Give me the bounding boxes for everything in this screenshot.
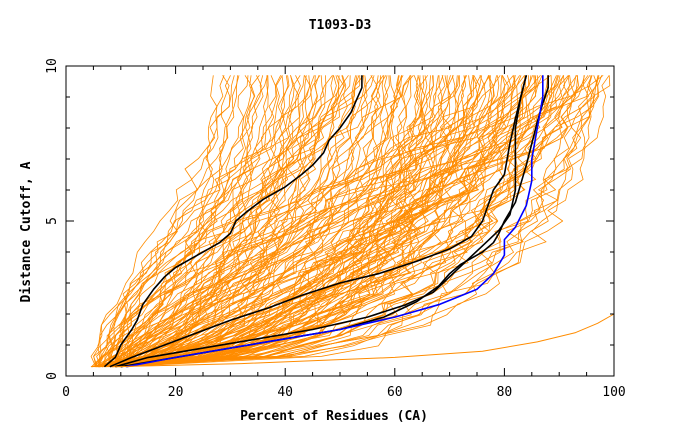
orange-model-line (104, 75, 414, 367)
orange-model-line (104, 75, 356, 368)
plot-lines (90, 74, 615, 368)
orange-model-line (91, 75, 579, 368)
orange-model-line (117, 75, 230, 368)
orange-model-line (125, 75, 301, 368)
orange-model-line (102, 75, 301, 368)
orange-model-line (110, 75, 570, 368)
orange-model-line (124, 75, 589, 368)
series-line-black (109, 75, 528, 368)
orange-model-line (117, 75, 364, 368)
orange-model-line (93, 75, 600, 367)
orange-model-line (119, 75, 238, 367)
orange-model-line (93, 75, 541, 367)
orange-model-line (92, 75, 294, 368)
orange-model-line (108, 75, 311, 367)
orange-model-line (118, 75, 559, 368)
orange-model-line (119, 75, 333, 367)
orange-model-line (121, 75, 240, 367)
orange-model-line (121, 75, 577, 367)
orange-model-line (97, 75, 235, 367)
orange-model-line (114, 75, 375, 367)
orange-model-line (118, 75, 543, 368)
orange-model-line (96, 75, 522, 367)
x-tick-label: 40 (277, 385, 293, 400)
orange-model-line (119, 75, 599, 368)
orange-model-line (100, 75, 565, 367)
y-tick-label: 0 (45, 372, 60, 380)
orange-model-line (122, 75, 460, 367)
y-tick-label: 5 (45, 217, 60, 225)
x-tick-label: 20 (168, 385, 184, 400)
series-line-bulk (115, 304, 615, 368)
orange-model-line (90, 75, 361, 367)
orange-model-line (115, 75, 494, 368)
orange-model-line (105, 75, 360, 367)
orange-model-line (111, 75, 412, 368)
orange-model-line (109, 75, 369, 368)
orange-model-line (119, 75, 539, 367)
orange-model-line (124, 75, 564, 368)
orange-model-line (117, 75, 458, 368)
orange-model-line (105, 75, 249, 367)
orange-model-line (117, 75, 559, 367)
axis-ticks: 0 20 40 60 80 100 0 5 10 (45, 58, 626, 400)
orange-model-line (115, 75, 532, 368)
orange-model-line (114, 75, 255, 368)
orange-model-line (122, 75, 290, 367)
orange-model-line (99, 75, 521, 368)
series-line-blue (126, 75, 544, 368)
orange-model-line (91, 75, 396, 368)
orange-model-line (104, 75, 557, 368)
orange-model-line (97, 75, 282, 367)
orange-model-line (93, 74, 552, 367)
orange-model-line (110, 75, 570, 368)
x-axis-label: Percent of Residues (CA) (240, 409, 428, 424)
orange-model-line (116, 75, 262, 368)
orange-model-line (93, 75, 268, 367)
orange-model-line (111, 75, 610, 368)
orange-model-line (107, 75, 422, 368)
orange-model-line (114, 75, 321, 367)
orange-model-line (111, 75, 578, 368)
chart-title: T1093-D3 (309, 18, 372, 33)
orange-model-line (108, 75, 497, 367)
orange-model-line (121, 75, 593, 368)
orange-model-line (101, 75, 595, 368)
orange-model-line (114, 75, 578, 368)
orange-model-line (110, 75, 390, 368)
orange-model-line (110, 75, 264, 368)
orange-model-line (115, 75, 349, 367)
x-tick-label: 100 (602, 385, 625, 400)
series-line-bulk (98, 353, 105, 367)
x-tick-label: 80 (497, 385, 513, 400)
orange-model-line (105, 75, 474, 368)
orange-model-line (99, 75, 512, 368)
orange-model-line (125, 75, 516, 367)
series-line-black (115, 75, 528, 368)
orange-model-line (121, 75, 503, 368)
orange-model-line (115, 75, 403, 368)
series-line-black (103, 75, 363, 368)
orange-model-line (98, 75, 448, 368)
orange-model-line (112, 75, 451, 368)
orange-model-line (110, 75, 382, 367)
orange-model-line (115, 75, 516, 368)
orange-model-line (97, 75, 589, 368)
orange-model-line (98, 75, 611, 368)
x-tick-label: 60 (387, 385, 403, 400)
y-tick-label: 10 (45, 58, 60, 74)
orange-model-line (105, 75, 358, 368)
y-axis-label: Distance Cutoff, A (19, 161, 34, 302)
x-tick-label: 0 (62, 385, 70, 400)
orange-model-line (120, 75, 603, 368)
orange-model-line (95, 75, 516, 368)
orange-model-line (118, 75, 561, 368)
